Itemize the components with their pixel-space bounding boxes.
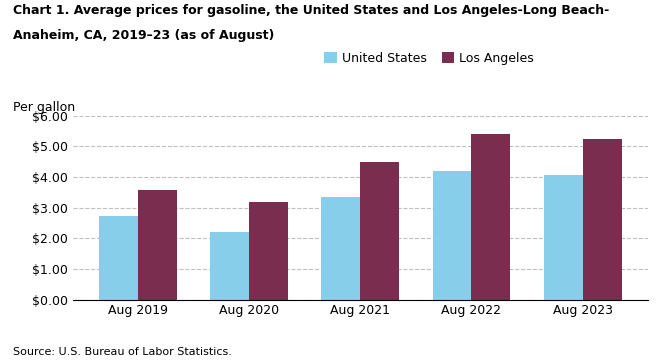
Text: Per gallon: Per gallon	[13, 101, 75, 114]
Bar	[544, 175, 583, 300]
Bar	[583, 139, 621, 300]
Bar	[432, 171, 471, 300]
Bar	[210, 231, 249, 300]
Bar	[249, 202, 288, 300]
Bar	[471, 134, 510, 300]
Bar	[360, 162, 399, 300]
Text: Anaheim, CA, 2019–23 (as of August): Anaheim, CA, 2019–23 (as of August)	[13, 29, 274, 42]
Bar	[321, 197, 360, 300]
Legend: United States, Los Angeles: United States, Los Angeles	[325, 52, 534, 65]
Text: Chart 1. Average prices for gasoline, the United States and Los Angeles-Long Bea: Chart 1. Average prices for gasoline, th…	[13, 4, 609, 17]
Bar	[137, 190, 176, 300]
Bar	[99, 216, 137, 300]
Text: Source: U.S. Bureau of Labor Statistics.: Source: U.S. Bureau of Labor Statistics.	[13, 347, 232, 357]
